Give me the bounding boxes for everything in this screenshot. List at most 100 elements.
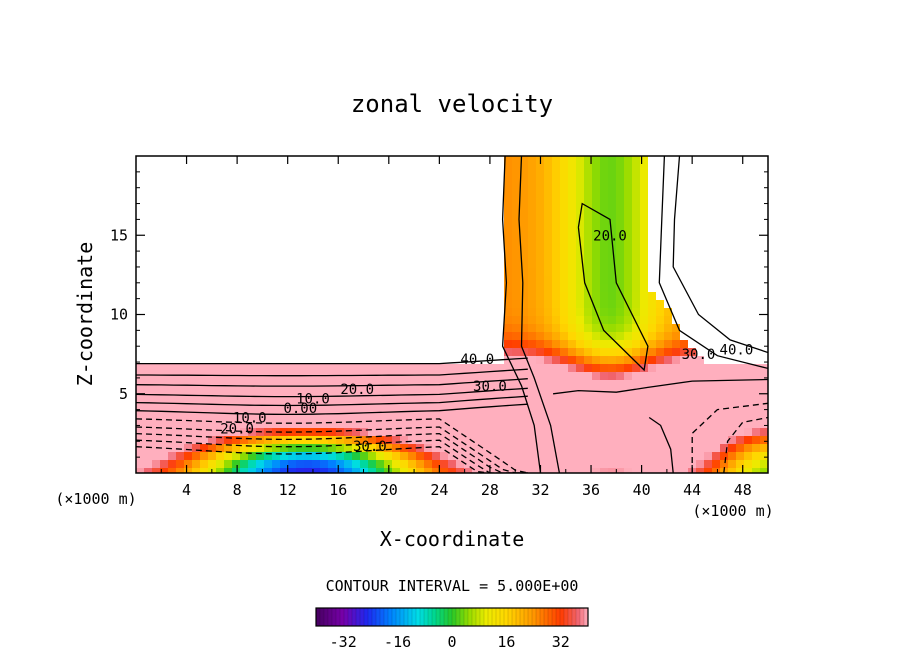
field-cell [408,364,416,372]
field-cell [560,236,568,244]
field-cell [600,404,608,412]
field-cell [640,292,648,300]
field-cell [520,180,528,188]
field-cell [144,428,152,436]
field-cell [584,396,592,404]
field-cell [408,436,416,444]
field-cell [672,412,680,420]
field-cell [528,428,536,436]
field-cell [424,428,432,436]
field-cell [632,372,640,380]
field-cell [576,380,584,388]
field-cell [752,404,760,412]
field-cell [760,452,768,460]
field-cell [432,444,440,452]
colorbar-swatch [368,608,373,626]
field-cell [744,380,752,388]
field-cell [696,372,704,380]
field-cell [304,468,312,473]
field-cell [656,420,664,428]
field-cell [504,300,512,308]
field-cell [296,364,304,372]
field-cell [744,444,752,452]
field-cell [216,396,224,404]
field-cell [544,252,552,260]
contour-interval-text: CONTOUR INTERVAL = 5.000E+00 [326,577,579,595]
field-cell [584,452,592,460]
field-cell [504,436,512,444]
field-cell [280,388,288,396]
field-cell [632,244,640,252]
colorbar-swatch [492,608,497,626]
field-cell [520,260,528,268]
field-cell [632,204,640,212]
colorbar-tick-label: 16 [497,633,515,651]
field-cell [144,412,152,420]
field-cell [160,420,168,428]
field-cell [592,372,600,380]
field-cell [648,332,656,340]
field-cell [736,444,744,452]
field-cell [392,428,400,436]
field-cell [320,436,328,444]
field-cell [248,388,256,396]
x-tick-label: 8 [233,481,242,499]
field-cell [712,372,720,380]
field-cell [448,468,456,473]
field-cell [520,380,528,388]
field-cell [392,468,400,473]
field-cell [232,468,240,473]
field-cell [560,348,568,356]
field-cell [144,404,152,412]
field-cell [520,412,528,420]
field-cell [664,348,672,356]
field-cell [288,428,296,436]
field-cell [448,388,456,396]
field-cell [320,460,328,468]
field-cell [552,236,560,244]
field-cell [496,420,504,428]
contour-label: 20.0 [220,422,254,438]
field-cell [648,396,656,404]
field-cell [248,468,256,473]
field-cell [432,372,440,380]
field-cell [632,324,640,332]
field-cell [648,348,656,356]
field-cell [512,164,520,172]
field-cell [200,380,208,388]
field-cell [688,356,696,364]
field-cell [584,316,592,324]
contour-label: 20.0 [593,228,627,244]
field-cell [184,460,192,468]
field-cell [632,412,640,420]
field-cell [664,372,672,380]
field-cell [680,468,688,473]
colorbar-swatch [356,608,361,626]
contour-label: 40.0 [720,342,754,358]
field-cell [624,460,632,468]
field-cell [232,380,240,388]
field-cell [480,388,488,396]
field-cell [240,452,248,460]
field-cell [480,364,488,372]
field-cell [544,460,552,468]
field-cell [544,188,552,196]
field-cell [584,412,592,420]
field-cell [416,396,424,404]
field-cell [288,388,296,396]
field-cell [584,404,592,412]
field-cell [520,284,528,292]
field-cell [480,468,488,473]
field-cell [728,404,736,412]
field-cell [696,404,704,412]
field-cell [272,444,280,452]
contour-line [136,439,528,473]
field-cell [528,164,536,172]
field-cell [600,420,608,428]
field-cell [576,156,584,164]
field-cell [184,372,192,380]
field-cell [504,244,512,252]
field-cell [656,460,664,468]
field-cell [296,436,304,444]
field-cell [680,364,688,372]
